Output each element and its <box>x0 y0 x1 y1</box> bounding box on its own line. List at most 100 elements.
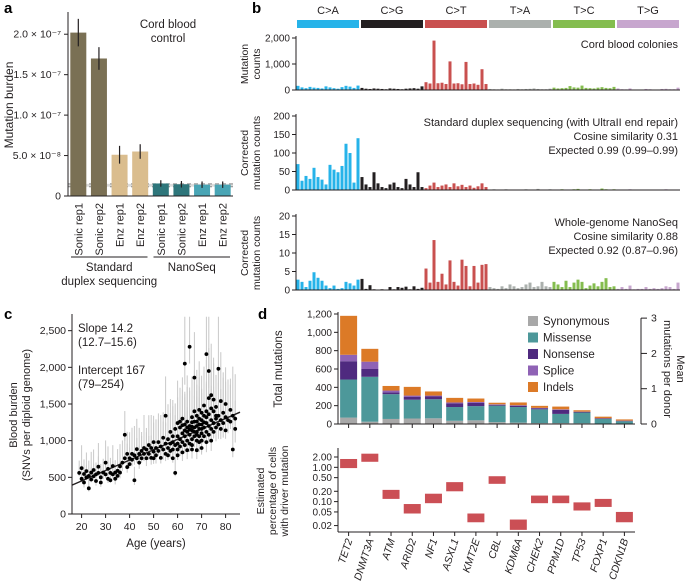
x-tick-label: Enz rep1 <box>115 203 127 247</box>
spectrum-bar <box>660 288 664 290</box>
spectrum-bar <box>496 288 500 290</box>
spectrum-bar <box>572 282 576 290</box>
data-point <box>180 440 185 445</box>
stack-segment <box>446 397 464 403</box>
spectrum-bar <box>556 284 560 290</box>
spectrum-bar <box>416 172 420 190</box>
spectrum-bar <box>376 88 380 90</box>
y-tick-label: 1,500 <box>40 399 66 411</box>
data-point <box>132 478 137 483</box>
spectrum-bar <box>328 288 332 290</box>
range-box <box>531 495 549 504</box>
spectrum-bar <box>568 287 572 290</box>
spectrum-bar <box>320 280 324 290</box>
data-point <box>211 409 216 414</box>
spectrum-bar <box>588 285 592 290</box>
data-point <box>163 413 168 418</box>
stack-segment <box>552 409 570 414</box>
stack-segment <box>509 407 527 423</box>
y-axis-label: Estimated <box>255 467 267 514</box>
data-point <box>221 410 226 415</box>
stack-segment <box>467 402 485 407</box>
data-point <box>108 478 113 483</box>
data-point <box>82 472 86 476</box>
spectrum-bar <box>596 286 600 290</box>
stack-segment <box>382 392 400 395</box>
data-point <box>137 451 142 456</box>
data-point <box>206 412 211 417</box>
stack-segment <box>403 399 421 419</box>
bar <box>70 32 87 196</box>
spectrum-bar <box>596 87 600 90</box>
data-point <box>199 410 204 415</box>
data-point <box>206 432 211 437</box>
data-point <box>79 476 84 481</box>
y-tick-label: 0 <box>284 186 290 197</box>
gene-label: DNMT3A <box>352 537 377 582</box>
spectrum-bar <box>420 187 424 190</box>
data-point <box>142 451 146 456</box>
spectrum-bar <box>528 282 532 290</box>
spectrum-bar <box>532 287 536 290</box>
y-tick-label: 0 <box>284 86 290 97</box>
data-point <box>221 421 226 425</box>
range-box <box>509 519 527 530</box>
spectrum-bar <box>460 259 464 290</box>
spectrum-bar <box>500 286 504 290</box>
data-point <box>178 425 182 430</box>
stack-segment <box>340 354 358 362</box>
spectrum-bar <box>628 88 632 90</box>
data-point <box>84 469 89 473</box>
data-point <box>199 418 204 423</box>
data-point <box>158 456 163 460</box>
subpanel-annotation: Standard duplex sequencing (with UltraII… <box>424 117 678 129</box>
spectrum-bar <box>644 88 648 90</box>
spectrum-bar <box>380 187 384 190</box>
data-point <box>233 427 238 431</box>
data-point <box>178 419 182 424</box>
stack-segment <box>531 408 549 410</box>
stack-segment <box>573 411 591 413</box>
data-point <box>113 476 118 481</box>
data-point <box>209 418 214 423</box>
data-point <box>161 447 166 452</box>
data-point <box>199 422 204 427</box>
stack-segment <box>424 396 442 400</box>
range-box <box>594 498 612 507</box>
spectrum-bar <box>664 286 668 290</box>
y-axis-label: with driver mutation <box>279 445 291 537</box>
data-point <box>206 424 211 428</box>
spectrum-bar <box>420 287 424 290</box>
gene-label: KMT2E <box>461 536 484 574</box>
spectrum-bar <box>356 279 360 290</box>
spectrum-bar <box>536 286 540 290</box>
panel-letter-a: a <box>4 0 13 17</box>
data-point <box>118 470 122 475</box>
spectrum-bar <box>612 86 616 90</box>
category-label: C>T <box>445 5 466 17</box>
legend-swatch <box>528 365 538 376</box>
subpanel-annotation: Cosine similarity 0.88 <box>573 231 678 243</box>
data-point <box>151 449 156 454</box>
spectrum-bar <box>656 288 660 290</box>
data-point <box>197 407 202 412</box>
spectrum-bar <box>348 153 352 190</box>
data-point <box>127 462 132 467</box>
data-point <box>149 446 154 450</box>
data-point <box>170 434 175 439</box>
y-tick-label: 5.0 × 10⁻⁸ <box>13 150 61 162</box>
spectrum-bar <box>396 88 400 90</box>
x-axis-label: Age (years) <box>126 538 186 550</box>
legend-label: Nonsense <box>543 349 595 361</box>
stack-segment <box>424 395 442 397</box>
spectrum-bar <box>648 288 652 290</box>
spectrum-bar <box>424 82 428 90</box>
data-point <box>154 446 158 450</box>
data-point <box>233 416 238 421</box>
spectrum-bar <box>412 286 416 290</box>
data-point <box>194 429 199 434</box>
panel-letter-b: b <box>252 0 262 17</box>
spectrum-bar <box>544 286 548 290</box>
bar <box>173 184 190 196</box>
panel-letter-c: c <box>4 306 13 323</box>
